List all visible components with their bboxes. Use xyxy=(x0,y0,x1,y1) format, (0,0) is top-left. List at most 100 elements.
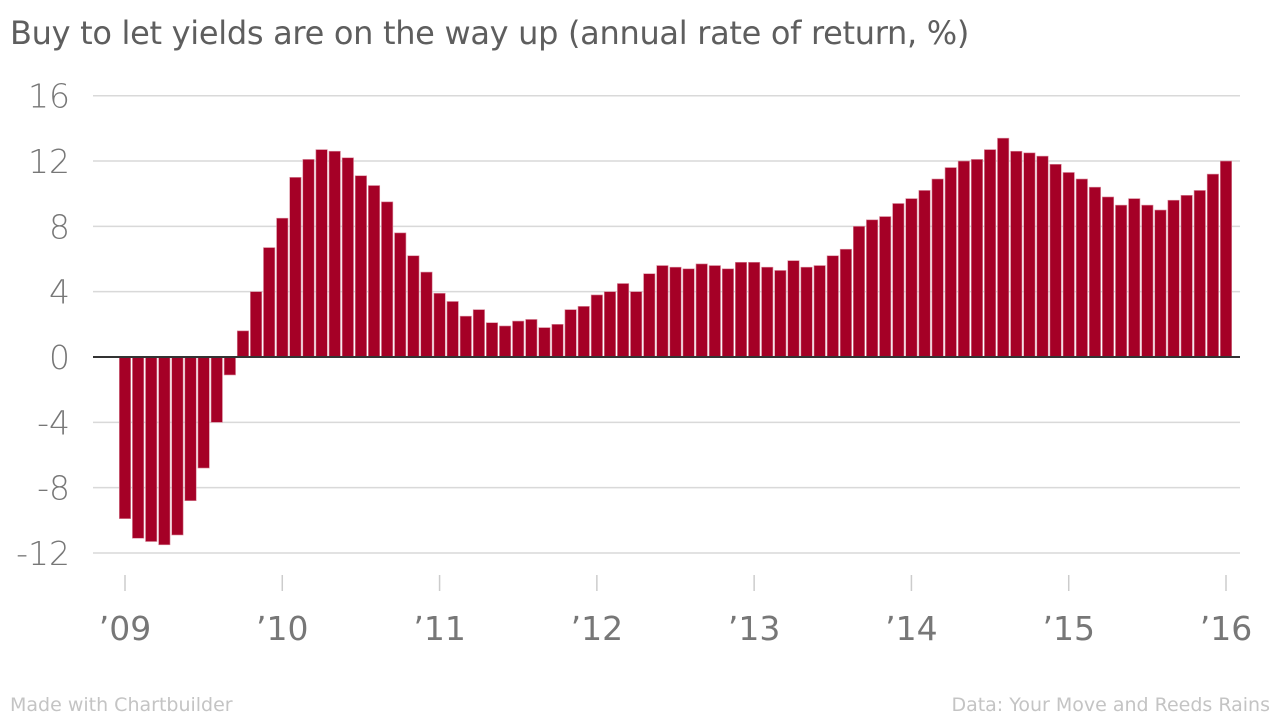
bar xyxy=(250,291,263,358)
bar xyxy=(656,265,669,358)
bar xyxy=(341,157,354,358)
bar xyxy=(1193,190,1206,358)
bar xyxy=(472,309,485,358)
made-with-credit: Made with Chartbuilder xyxy=(10,694,233,716)
bar xyxy=(839,248,852,358)
bar xyxy=(1010,150,1023,358)
bar xyxy=(407,255,420,358)
bar xyxy=(1049,164,1062,358)
bar xyxy=(669,266,682,358)
bar xyxy=(551,324,564,358)
y-tick-label: 4 xyxy=(49,273,70,312)
bar xyxy=(236,330,249,358)
bar xyxy=(420,271,433,358)
bar xyxy=(381,201,394,358)
bar xyxy=(328,150,341,358)
bar xyxy=(892,203,905,358)
bar xyxy=(997,137,1010,358)
bar xyxy=(512,320,525,358)
bar xyxy=(302,159,315,358)
bar xyxy=(1128,198,1141,358)
bar xyxy=(1036,155,1049,358)
bar xyxy=(813,265,826,358)
bar xyxy=(918,190,931,358)
bar xyxy=(223,356,236,376)
y-tick-label: 8 xyxy=(49,207,70,246)
bar xyxy=(826,255,839,358)
bar xyxy=(499,325,512,358)
bar xyxy=(564,309,577,358)
bar xyxy=(289,177,302,358)
bar xyxy=(1062,172,1075,358)
bar xyxy=(197,356,210,469)
bar xyxy=(577,306,590,358)
bar xyxy=(905,198,918,358)
bar xyxy=(276,217,289,358)
bar xyxy=(866,219,879,358)
bar xyxy=(1206,173,1219,358)
bar xyxy=(1167,199,1180,358)
bar xyxy=(1220,160,1233,358)
bar xyxy=(695,263,708,358)
bar xyxy=(774,270,787,358)
y-tick-label: 16 xyxy=(28,77,70,116)
y-tick-label: 0 xyxy=(49,338,70,377)
bar xyxy=(171,356,184,536)
chart-title: Buy to let yields are on the way up (ann… xyxy=(10,14,970,52)
bar xyxy=(800,266,813,358)
data-source: Data: Your Move and Reeds Rains xyxy=(951,694,1270,716)
bar xyxy=(394,232,407,358)
bar xyxy=(485,322,498,358)
x-tick-label: ’09 xyxy=(99,609,151,648)
bar xyxy=(459,315,472,358)
bar xyxy=(525,319,538,358)
bar xyxy=(630,291,643,358)
x-tick-label: ’13 xyxy=(728,609,780,648)
x-tick-label: ’16 xyxy=(1200,609,1252,648)
bar xyxy=(957,160,970,358)
bar xyxy=(315,149,328,358)
bar xyxy=(787,260,800,358)
bar xyxy=(682,268,695,358)
bar xyxy=(1102,196,1115,358)
bar xyxy=(643,273,656,358)
bar xyxy=(1180,195,1193,358)
bar xyxy=(1088,186,1101,358)
bar xyxy=(879,216,892,358)
y-tick-label: 12 xyxy=(28,142,70,181)
bar xyxy=(1141,204,1154,358)
bar xyxy=(748,261,761,358)
bar xyxy=(970,159,983,358)
bar xyxy=(761,266,774,358)
bar xyxy=(368,185,381,358)
bar xyxy=(603,291,616,358)
bar xyxy=(1023,152,1036,358)
bar xyxy=(1115,204,1128,358)
bar xyxy=(433,293,446,358)
bar xyxy=(145,356,158,542)
bar xyxy=(708,265,721,358)
bar xyxy=(538,327,551,358)
x-tick-label: ’15 xyxy=(1042,609,1094,648)
y-tick-label: -8 xyxy=(37,469,70,508)
bar xyxy=(184,356,197,502)
y-tick-label: -12 xyxy=(16,534,70,573)
bar xyxy=(735,261,748,358)
bar xyxy=(132,356,145,539)
x-tick-label: ’10 xyxy=(256,609,308,648)
bar xyxy=(617,283,630,358)
bar xyxy=(158,356,171,546)
bar xyxy=(210,356,223,423)
bar xyxy=(1154,209,1167,358)
x-tick-label: ’12 xyxy=(571,609,623,648)
bar xyxy=(1075,178,1088,358)
bar xyxy=(944,167,957,358)
bar xyxy=(852,226,865,358)
x-tick-label: ’11 xyxy=(413,609,465,648)
bar xyxy=(721,268,734,358)
y-tick-label: -4 xyxy=(37,403,70,442)
bar xyxy=(263,247,276,358)
bar xyxy=(931,178,944,358)
bar xyxy=(119,356,132,519)
x-tick-label: ’14 xyxy=(885,609,937,648)
